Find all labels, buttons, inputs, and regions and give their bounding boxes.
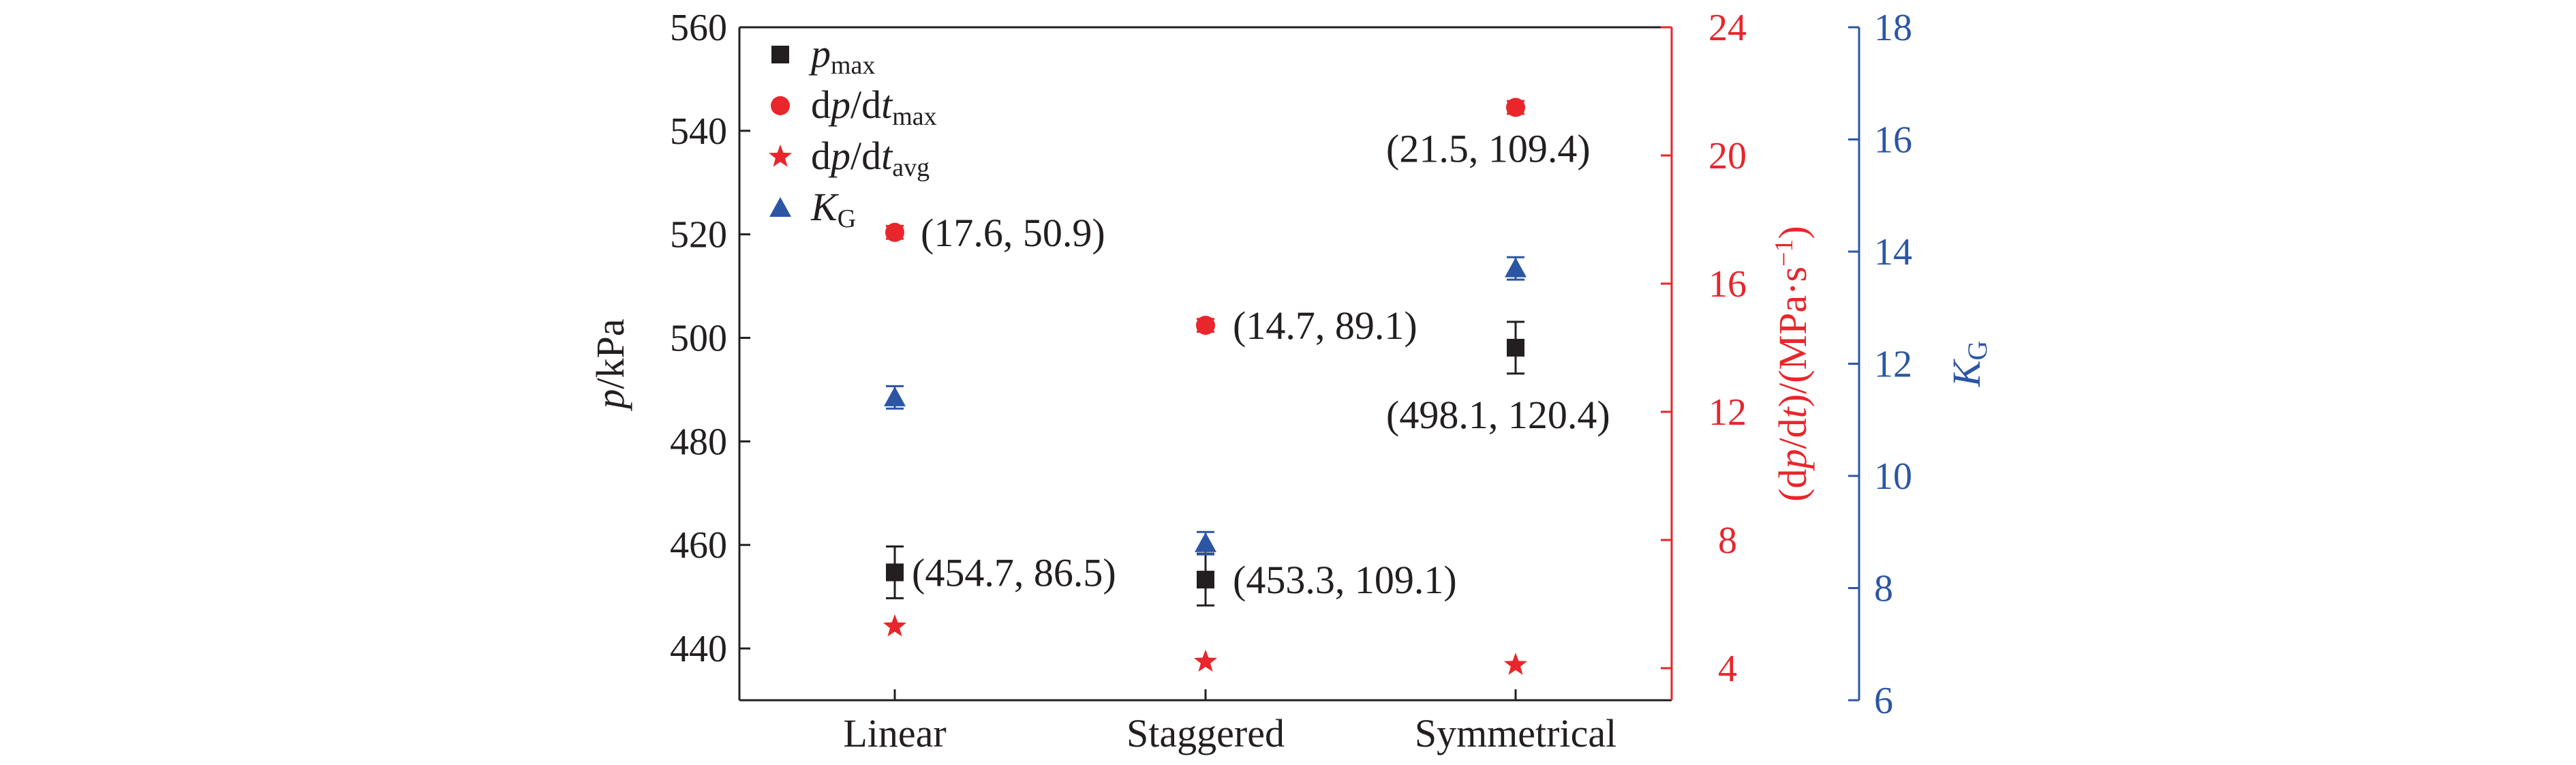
dpdtavg-point: [883, 614, 907, 637]
red-axis-tick-label: 16: [1708, 263, 1747, 305]
label-part: avg: [892, 153, 930, 182]
label-part: t: [881, 82, 893, 127]
label-part: t: [881, 134, 893, 178]
dpdtavg-marker: [1193, 649, 1218, 672]
label-part: −1: [1770, 239, 1798, 267]
label-part: d: [811, 82, 831, 127]
legend-entry-dpdtavg: dp/dtavg: [768, 134, 930, 182]
x-tick-label: Linear: [843, 711, 946, 755]
legend-marker: [771, 46, 789, 63]
label-part: K: [810, 185, 840, 229]
dpdtmax-marker: [885, 222, 904, 242]
red-axis-tick-label: 4: [1718, 648, 1737, 690]
dpdtavg-marker: [883, 614, 907, 637]
red-axis-tick-label: 20: [1708, 135, 1747, 177]
label-part: /d: [850, 134, 881, 178]
left-tick-label: 460: [670, 524, 727, 567]
red-axis-tick-label: 12: [1708, 391, 1747, 434]
legend-label: pmax: [808, 31, 875, 80]
blue-axis-title: KG: [1944, 341, 1993, 388]
blue-axis-tick-label: 18: [1874, 7, 1912, 49]
label-part: max: [892, 102, 936, 131]
legend-entry-dpdtmax: dp/dtmax: [771, 82, 937, 131]
dpdtmax-point: [1506, 97, 1525, 117]
legend-marker: [768, 145, 793, 167]
pmax-point: [886, 545, 904, 599]
blue-axis-tick-label: 12: [1874, 344, 1912, 386]
label-part: p: [1770, 449, 1815, 471]
annotation-label: (17.6, 50.9): [921, 211, 1105, 255]
left-tick-label: 520: [670, 214, 727, 256]
dpdtmax-marker: [1196, 316, 1215, 335]
blue-axis-tick-label: 10: [1874, 455, 1912, 498]
label-part: p: [808, 31, 831, 76]
label-part: d: [811, 134, 831, 178]
legend-label: dp/dtmax: [811, 82, 937, 131]
label-part: /kPa: [588, 318, 632, 389]
left-tick-label: 500: [670, 318, 727, 360]
legend-marker: [769, 197, 791, 217]
pmax-marker: [886, 563, 904, 582]
pmax-marker: [1197, 571, 1214, 589]
kg-point: [1195, 530, 1216, 556]
blue-axis-tick-label: 6: [1874, 680, 1893, 722]
annotation-label: (21.5, 109.4): [1386, 127, 1591, 171]
label-part: )/(MPa·s: [1770, 267, 1815, 407]
legend-label: dp/dtavg: [811, 134, 930, 182]
dpdtavg-point: [1503, 652, 1528, 675]
label-part: p: [828, 82, 850, 127]
annotation-label: (453.3, 109.1): [1233, 558, 1457, 602]
label-part: p: [588, 389, 632, 412]
legend-entry-kg: KG: [769, 185, 856, 233]
label-part: (d: [1770, 468, 1815, 501]
blue-axis-tick-label: 16: [1874, 119, 1912, 162]
dpdtavg-point: [1193, 649, 1218, 672]
annotation-label: (454.7, 86.5): [912, 550, 1116, 595]
dpdtmax-point: [885, 222, 904, 242]
blue-axis-tick-label: 8: [1874, 568, 1893, 610]
legend-entry-pmax: pmax: [771, 31, 875, 80]
kg-marker: [884, 386, 906, 406]
left-tick-label: 560: [670, 7, 727, 49]
kg-marker: [1505, 257, 1527, 278]
legend-label: KG: [810, 185, 856, 233]
label-part: ): [1770, 226, 1815, 239]
x-tick-label: Symmetrical: [1415, 711, 1616, 755]
label-part: /d: [850, 82, 881, 127]
label-part: t: [1770, 406, 1815, 418]
label-part: /d: [1770, 418, 1815, 449]
left-tick-label: 540: [670, 110, 727, 153]
blue-axis-tick-label: 14: [1874, 231, 1912, 273]
pmax-point: [1197, 552, 1214, 607]
label-part: K: [1944, 358, 1989, 387]
annotation-label: (14.7, 89.1): [1233, 303, 1417, 348]
kg-marker: [1195, 532, 1216, 552]
label-part: G: [1962, 341, 1993, 361]
annotation-label: (498.1, 120.4): [1386, 393, 1610, 437]
left-axis-title: p/kPa: [588, 318, 632, 411]
dpdtavg-marker: [1503, 652, 1528, 675]
kg-point: [884, 385, 906, 410]
kg-point: [1505, 256, 1527, 281]
pmax-marker: [1507, 338, 1524, 357]
left-tick-label: 480: [670, 421, 727, 463]
label-part: G: [838, 205, 856, 233]
pmax-point: [1507, 320, 1524, 375]
red-axis-tick-label: 24: [1708, 7, 1747, 49]
label-part: max: [831, 51, 875, 80]
dpdtmax-marker: [1506, 97, 1525, 117]
red-axis-title: (dp/dt)/(MPa·s−1): [1770, 226, 1815, 502]
x-tick-label: Staggered: [1126, 711, 1285, 755]
legend-marker: [771, 96, 790, 115]
dpdtmax-point: [1196, 316, 1215, 335]
label-part: p: [828, 134, 850, 178]
left-tick-label: 440: [670, 628, 727, 670]
red-axis-tick-label: 8: [1718, 520, 1737, 562]
